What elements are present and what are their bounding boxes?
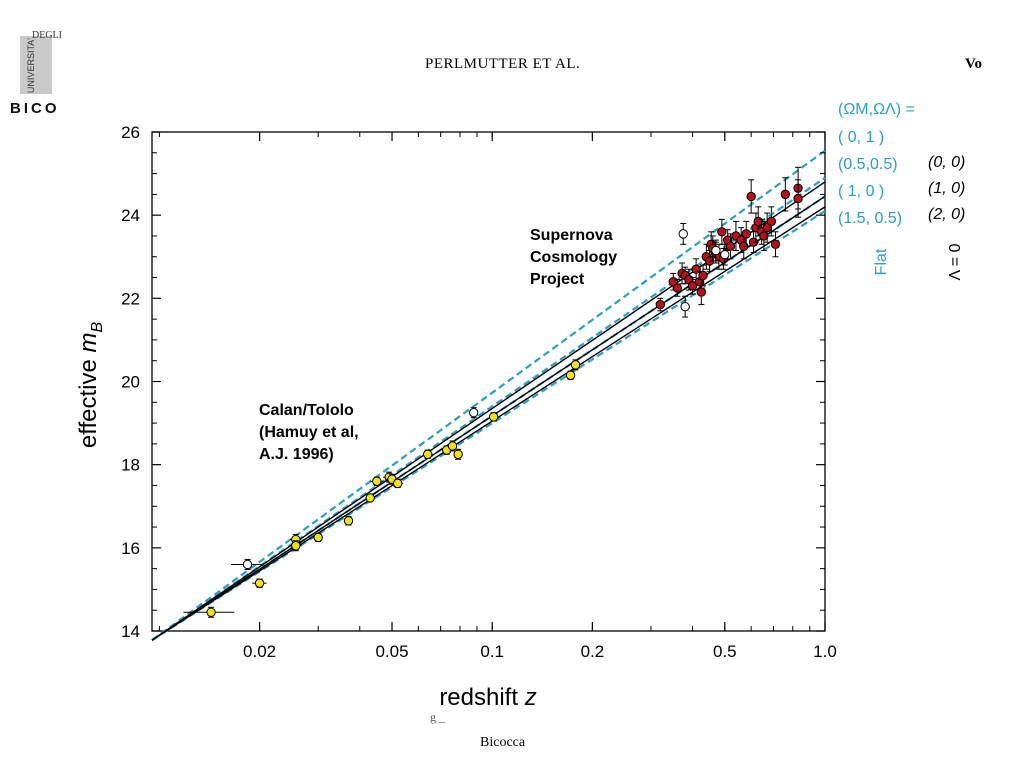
annotation-line: A.J. 1996)	[259, 446, 334, 463]
data-point	[254, 578, 265, 588]
data-point	[793, 193, 803, 204]
data-point	[766, 216, 777, 227]
model-lines	[151, 149, 826, 642]
data-point	[741, 229, 751, 239]
x-tick-label: 0.2	[581, 642, 605, 661]
x-tick-label: 0.05	[375, 642, 408, 661]
y-axis-symbol: m	[75, 333, 102, 353]
annotation-line: Supernova	[530, 227, 613, 244]
data-point	[698, 270, 708, 281]
y-tick-label: 16	[121, 539, 140, 558]
model-line-6	[151, 206, 826, 641]
data-point	[691, 264, 701, 274]
x-axis-title: redshift z	[439, 684, 536, 711]
series-2	[655, 166, 803, 312]
data-point	[392, 478, 403, 489]
series-0	[183, 359, 581, 618]
y-axis-label: effective	[75, 353, 102, 449]
model-line-0	[151, 149, 826, 642]
x-tick-label: 1.0	[813, 642, 837, 661]
y-tick-label: 24	[121, 206, 140, 225]
data-point	[423, 449, 433, 459]
legend-lambda-zero-model: (0, 0)	[928, 154, 965, 171]
y-tick-label: 22	[121, 289, 140, 308]
annotation-line: Project	[530, 271, 585, 288]
x-axis-label: redshift	[439, 684, 524, 711]
data-point	[313, 532, 323, 543]
data-point	[687, 281, 698, 291]
x-tick-label: 0.5	[713, 642, 737, 661]
data-point	[469, 407, 479, 418]
legend-lambda-zero-label: Λ = 0	[947, 243, 964, 280]
data-point	[770, 239, 781, 249]
data-point	[570, 360, 581, 370]
legend-flat-model: ( 1, 0 )	[838, 183, 884, 200]
y-axis-title: effective mB	[75, 322, 106, 449]
logo-emblem	[20, 36, 52, 94]
footer-text: Bicocca	[480, 735, 526, 750]
data-point	[343, 516, 354, 526]
annotations: Supernova Cosmology Project Calan/Tololo (Ha…	[259, 227, 617, 463]
data-point	[242, 559, 253, 570]
data-point	[565, 370, 576, 380]
running-head: PERLMUTTER ET AL.	[425, 56, 581, 72]
data-point	[746, 191, 756, 202]
data-point	[696, 287, 707, 297]
x-tick-label: 0.02	[243, 642, 276, 661]
footer-fragment: g _	[430, 710, 445, 724]
y-axis-subscript: B	[89, 322, 106, 333]
data-point	[672, 283, 683, 293]
legend-lambda-zero-model: (1, 0)	[928, 180, 965, 197]
y-tick-label: 20	[121, 373, 140, 392]
x-tick-label: 0.1	[480, 642, 504, 661]
legend-flat-label: Flat	[873, 248, 890, 275]
data-point	[447, 441, 458, 451]
data-point	[680, 301, 690, 312]
university-logo: UNIVERSITA' DEGLI BICO	[0, 28, 62, 118]
legend-flat-model: (0.5,0.5)	[838, 156, 898, 173]
annotation-line: (Hamuy et al,	[259, 424, 359, 441]
legend-lambda-zero-model: (2, 0)	[928, 206, 965, 223]
plot-border	[151, 131, 826, 632]
data-point	[372, 476, 382, 486]
series-3	[678, 222, 730, 318]
data-point	[655, 299, 666, 310]
plot-frame	[151, 131, 826, 632]
data-point	[711, 245, 721, 256]
running-head-right: Vo	[965, 56, 982, 72]
annotation-line: Cosmology	[530, 249, 617, 266]
data-point	[717, 227, 727, 237]
data-point	[291, 541, 301, 551]
data-point	[678, 229, 688, 239]
data-point	[206, 607, 216, 617]
legend-header: (ΩM,ΩΛ) =	[838, 101, 915, 118]
y-tick-label: 26	[121, 123, 140, 142]
x-axis-symbol: z	[524, 684, 537, 711]
legend-flat-model: ( 0, 1 )	[838, 129, 884, 146]
series-1	[230, 407, 479, 570]
legend-flat-model: (1.5, 0.5)	[838, 210, 902, 227]
data-point	[453, 449, 463, 459]
legend: (ΩM,ΩΛ) = ( 0, 1 ) (0.5,0.5) ( 1, 0 ) (1.5, …	[838, 101, 965, 280]
axes: 14 16 18 20 22 24 26 0.02 0.05 0.1 0.2 0.5 1.0 redshi…	[75, 123, 837, 711]
logo-text-bico: BICO	[10, 100, 60, 117]
data-point	[725, 241, 736, 252]
data-point	[365, 493, 375, 503]
data-point	[488, 412, 499, 422]
y-tick-label: 14	[121, 622, 140, 641]
annotation-line: Calan/Tololo	[259, 402, 354, 419]
data-point	[780, 189, 791, 200]
data-points	[183, 166, 803, 618]
logo-text-degli: DEGLI	[32, 30, 62, 41]
data-point	[759, 231, 769, 241]
model-line-5	[151, 195, 826, 641]
data-point	[720, 249, 730, 260]
y-tick-label: 18	[121, 456, 140, 475]
